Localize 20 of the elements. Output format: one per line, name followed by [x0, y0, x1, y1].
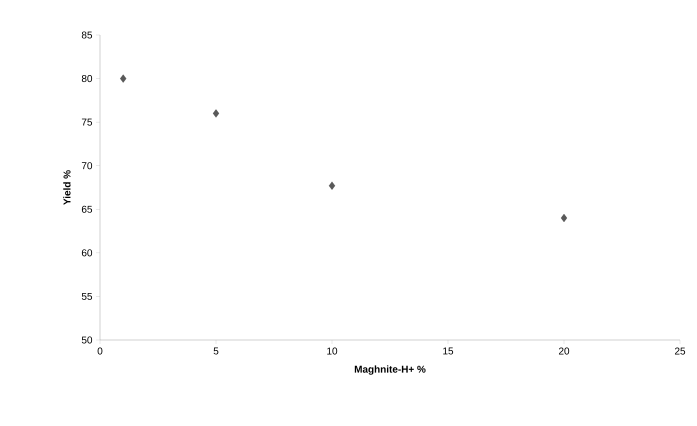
x-tick-label: 25	[674, 348, 686, 355]
point	[328, 182, 336, 190]
x-tick-label: 0	[98, 348, 102, 355]
y-tick-label: 75	[82, 118, 92, 126]
y-axis-title: Yield %	[63, 170, 71, 205]
x-tick-label: 15	[443, 348, 454, 354]
x-tick-label: 5	[214, 348, 218, 354]
y-tick-label: 60	[82, 249, 92, 256]
y-tick-label: 55	[82, 292, 92, 300]
y-tick-label: 50	[82, 336, 92, 344]
y-tick-label: 85	[82, 31, 92, 39]
x-tick-label: 10	[327, 348, 338, 355]
x-tick-label: 20	[558, 348, 570, 355]
y-tick-label: 70	[82, 162, 92, 170]
y-tick-label: 65	[82, 206, 92, 213]
y-tick-label: 80	[82, 75, 92, 82]
point	[560, 214, 568, 222]
point	[212, 109, 220, 118]
point	[120, 74, 126, 83]
x-axis-title: Maghnite-H+ %	[354, 365, 426, 375]
